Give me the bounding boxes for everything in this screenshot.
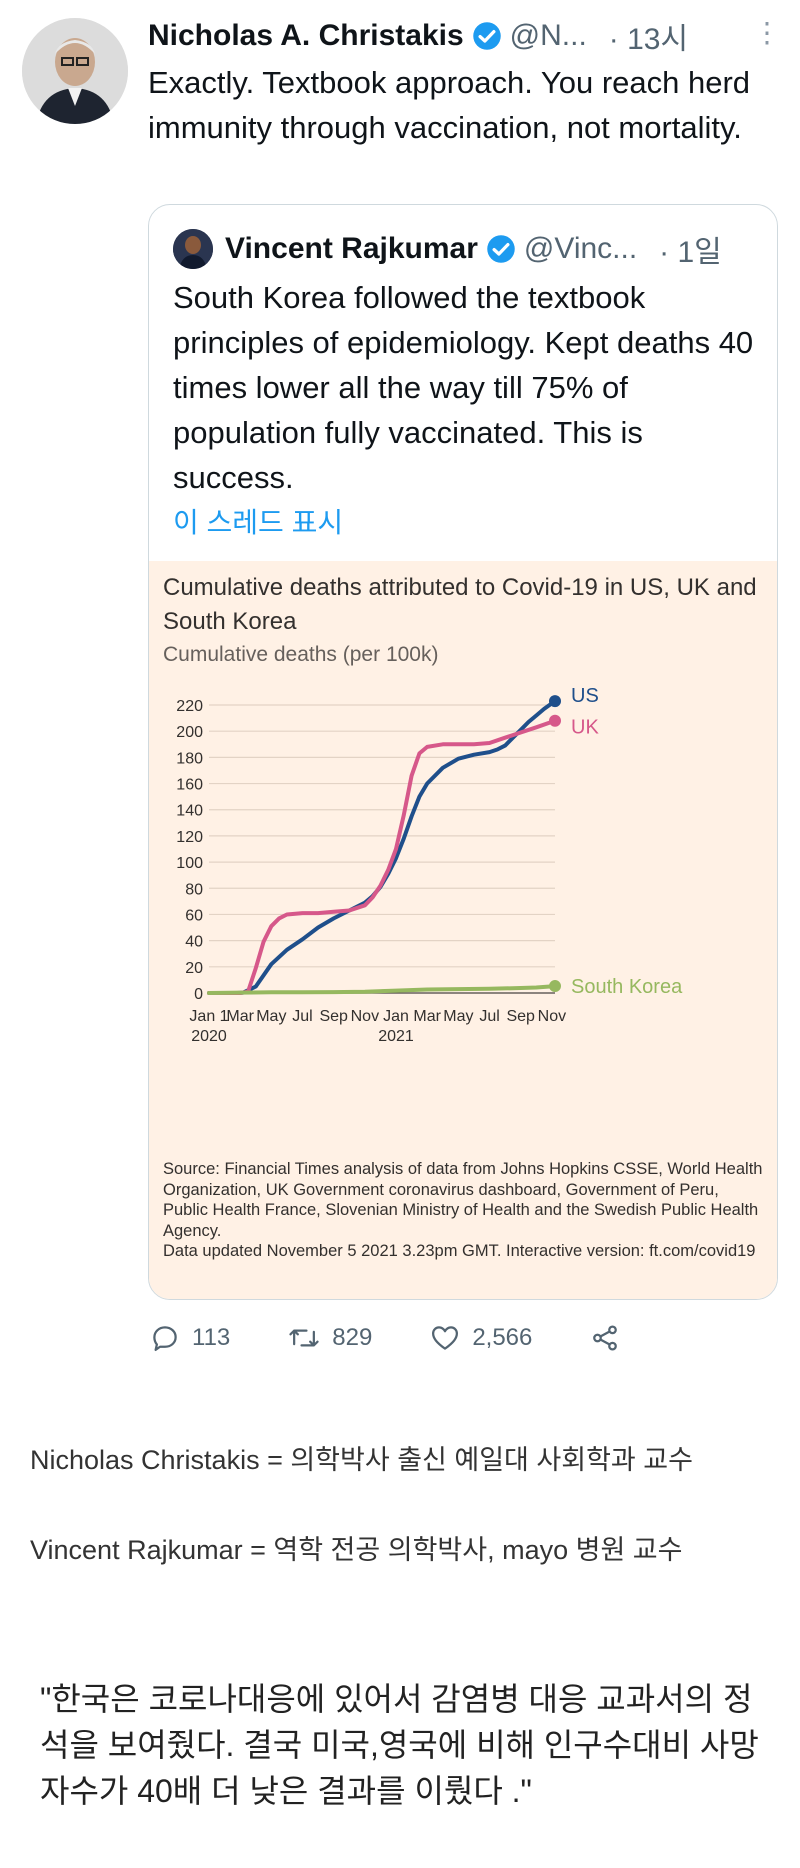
- author-name[interactable]: Nicholas A. Christakis: [148, 19, 464, 52]
- y-tick-label: 140: [176, 803, 203, 820]
- reply-count: 113: [192, 1324, 231, 1351]
- series-label-us: US: [571, 685, 599, 707]
- series-line-us: [207, 699, 557, 995]
- reply-button[interactable]: 113: [150, 1323, 230, 1353]
- x-tick-label: Mar: [226, 1008, 254, 1025]
- verified-badge-icon: [486, 234, 516, 264]
- x-tick-label: Mar: [413, 1008, 441, 1025]
- heart-icon: [432, 1326, 459, 1350]
- tweet-actions: 113 829 2,566: [150, 1318, 690, 1358]
- reply-icon: [153, 1326, 177, 1351]
- series-line-south-korea: [207, 984, 557, 995]
- y-tick-label: 160: [176, 777, 203, 794]
- retweet-count: 829: [332, 1324, 373, 1351]
- caption-rajkumar: Vincent Rajkumar = 역학 전공 의학박사, mayo 병원 교…: [30, 1535, 683, 1565]
- series-label-south-korea: South Korea: [571, 976, 683, 998]
- retweet-button[interactable]: 829: [288, 1323, 372, 1353]
- series-end-dot-south-korea: [549, 980, 561, 993]
- quoted-header: Vincent Rajkumar @Vinc... · 1일: [173, 227, 763, 271]
- share-button[interactable]: [590, 1323, 632, 1353]
- y-tick-label: 0: [194, 986, 203, 1003]
- x-tick-label: Nov: [351, 1008, 379, 1025]
- x-tick-label: May: [443, 1008, 473, 1025]
- series-label-uk: UK: [571, 717, 599, 739]
- x-year-label: 2021: [378, 1028, 414, 1045]
- tweet-time[interactable]: · 13시: [608, 23, 689, 56]
- more-options-icon[interactable]: ⋮: [753, 17, 781, 48]
- quoted-avatar: [173, 229, 213, 269]
- quoted-tweet[interactable]: Vincent Rajkumar @Vinc... · 1일 South Kor…: [148, 204, 778, 1300]
- y-tick-label: 220: [176, 698, 203, 715]
- x-tick-label: Sep: [319, 1008, 348, 1025]
- y-tick-label: 20: [185, 960, 203, 977]
- chart-source: Source: Financial Times analysis of data…: [163, 1159, 763, 1262]
- chart-source-text: Source: Financial Times analysis of data…: [163, 1160, 763, 1240]
- x-tick-label: May: [256, 1008, 286, 1025]
- quoted-text: South Korea followed the textbook princi…: [173, 280, 754, 495]
- x-tick-label: Jul: [292, 1008, 312, 1025]
- show-thread-link[interactable]: 이 스레드 표시: [173, 507, 344, 538]
- chart-updated-text: Data updated November 5 2021 3.23pm GMT.…: [163, 1242, 756, 1260]
- y-tick-label: 100: [176, 855, 203, 872]
- like-count: 2,566: [472, 1324, 533, 1351]
- quoted-author-name: Vincent Rajkumar: [225, 232, 478, 265]
- y-tick-label: 60: [185, 907, 203, 924]
- x-tick-label: Nov: [538, 1008, 566, 1025]
- like-button[interactable]: 2,566: [430, 1323, 532, 1353]
- x-tick-label: Jan 1: [189, 1008, 228, 1025]
- quoted-author-handle: @Vinc...: [523, 232, 638, 265]
- caption-christakis: Nicholas Christakis = 의학박사 출신 예일대 사회학과 교…: [30, 1445, 693, 1475]
- quoted-time: · 1일: [659, 236, 722, 269]
- author-avatar[interactable]: [22, 18, 128, 124]
- author-handle[interactable]: @N...: [509, 19, 587, 52]
- y-tick-label: 200: [176, 724, 203, 741]
- x-tick-label: Jul: [479, 1008, 499, 1025]
- chart-image[interactable]: Cumulative deaths attributed to Covid-19…: [149, 561, 777, 1299]
- y-tick-label: 80: [185, 881, 203, 898]
- y-tick-label: 120: [176, 829, 203, 846]
- x-tick-label: Sep: [506, 1008, 535, 1025]
- chart-title: Cumulative deaths attributed to Covid-19…: [163, 574, 757, 635]
- series-end-dot-us: [549, 695, 561, 708]
- verified-badge-icon: [472, 21, 502, 51]
- share-icon: [593, 1325, 618, 1351]
- y-tick-label: 40: [185, 934, 203, 951]
- series-end-dot-uk: [549, 714, 561, 727]
- x-year-label: 2020: [191, 1028, 227, 1045]
- tweet-text: Exactly. Textbook approach. You reach he…: [148, 65, 751, 145]
- y-tick-label: 180: [176, 750, 203, 767]
- tweet-header: Nicholas A. Christakis @N... · 13시: [148, 14, 788, 58]
- korean-quote: "한국은 코로나대응에 있어서 감염병 대응 교과서의 정석을 보여줬다. 결국…: [40, 1681, 759, 1809]
- series-line-uk: [207, 718, 557, 995]
- retweet-icon: [289, 1329, 319, 1347]
- x-tick-label: Jan: [383, 1008, 409, 1025]
- chart-y-label: Cumulative deaths (per 100k): [163, 643, 439, 666]
